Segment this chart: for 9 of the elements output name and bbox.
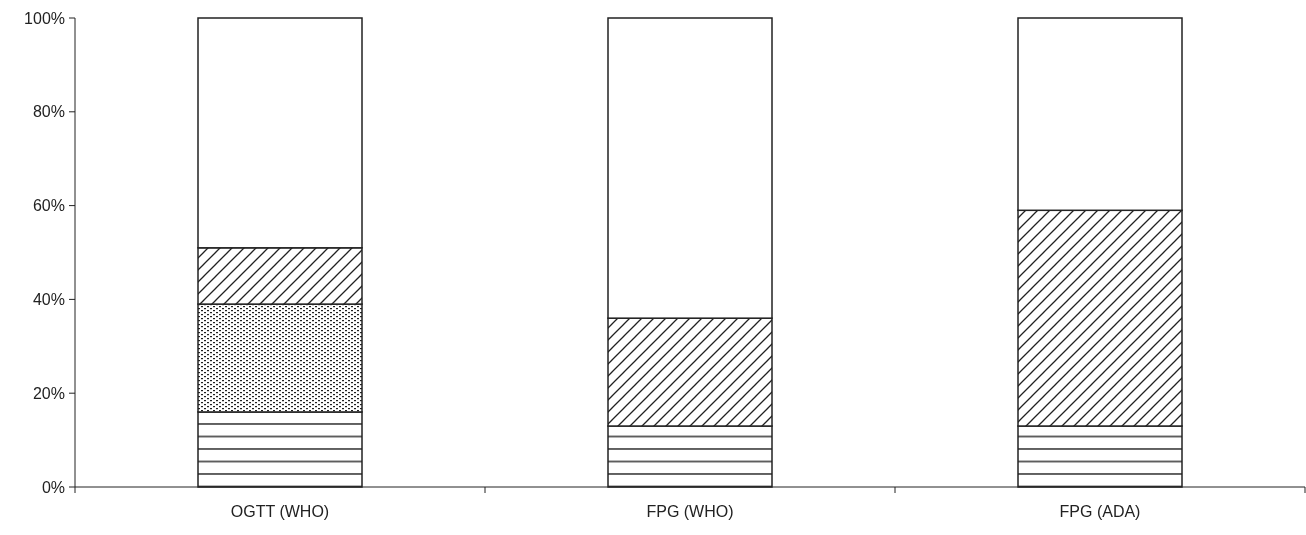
x-tick-label: OGTT (WHO) [230, 503, 330, 520]
y-tick-label: 40% [32, 291, 65, 308]
y-tick-label: 0% [41, 478, 65, 496]
x-tick-label: FPG (ADA) [1059, 503, 1141, 520]
x-tick-label: FPG (WHO) [646, 503, 734, 520]
y-tick-label: 80% [32, 103, 65, 121]
y-tick-label: 100% [24, 9, 65, 27]
y-tick-label: 60% [32, 197, 65, 215]
y-tick-label: 20% [32, 384, 65, 402]
